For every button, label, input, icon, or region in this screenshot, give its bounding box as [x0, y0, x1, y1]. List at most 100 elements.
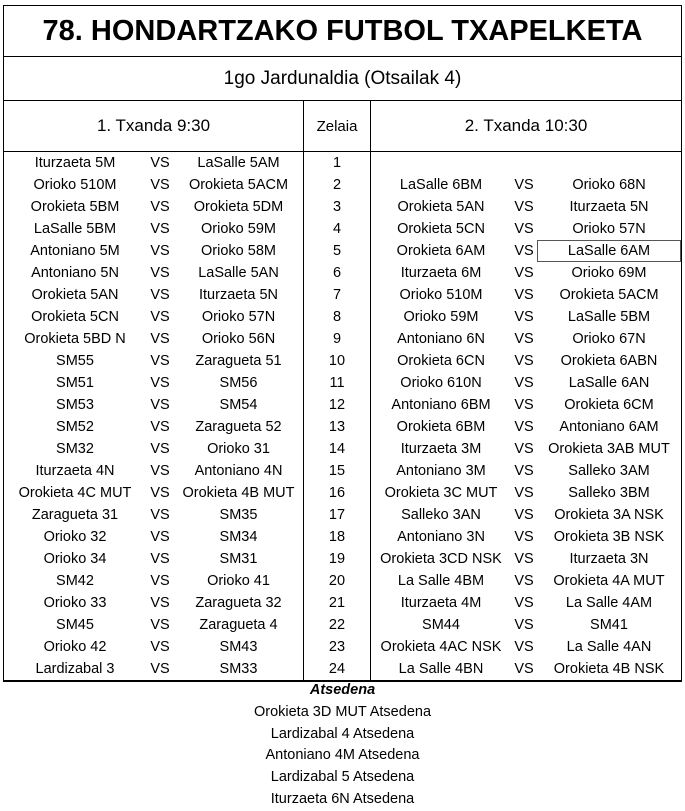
field-number[interactable]: 19: [303, 548, 371, 570]
home-team-2[interactable]: Orioko 610N: [400, 375, 482, 391]
away-team-1[interactable]: Orioko 57N: [201, 309, 276, 325]
vs-2[interactable]: VS: [514, 419, 534, 435]
away-team-2[interactable]: La Salle 4AN: [566, 639, 652, 655]
away-team-1[interactable]: Orokieta 4B MUT: [182, 485, 295, 501]
away-team-2[interactable]: Salleko 3AM: [568, 463, 650, 479]
home-team-1[interactable]: Antoniano 5N: [31, 265, 119, 281]
field-number[interactable]: 6: [303, 262, 371, 284]
vs-1[interactable]: VS: [150, 639, 170, 655]
home-team-2[interactable]: Orioko 510M: [399, 287, 483, 303]
vs-2[interactable]: VS: [514, 353, 534, 369]
vs-1[interactable]: VS: [150, 199, 170, 215]
away-team-1[interactable]: Antoniano 4N: [194, 463, 283, 479]
away-team-1[interactable]: SM34: [219, 529, 258, 545]
vs-1[interactable]: VS: [150, 507, 170, 523]
away-team-1[interactable]: Orioko 31: [207, 441, 270, 457]
home-team-2[interactable]: Orokieta 6BM: [396, 419, 486, 435]
home-team-1[interactable]: SM45: [56, 617, 94, 633]
home-team-1[interactable]: SM53: [56, 397, 94, 413]
vs-1[interactable]: VS: [150, 485, 170, 501]
vs-2[interactable]: VS: [514, 573, 534, 589]
away-team-2[interactable]: SM41: [590, 617, 628, 633]
vs-2[interactable]: VS: [514, 485, 534, 501]
home-team-1[interactable]: Orokieta 5AN: [31, 287, 119, 303]
vs-2[interactable]: VS: [514, 595, 534, 611]
home-team-2[interactable]: Orokieta 4AC NSK: [380, 639, 502, 655]
field-number[interactable]: 10: [303, 350, 371, 372]
vs-1[interactable]: VS: [150, 661, 170, 677]
home-team-2[interactable]: Iturzaeta 6M: [400, 265, 482, 281]
vs-1[interactable]: VS: [150, 331, 170, 347]
home-team-1[interactable]: Lardizabal 3: [35, 661, 115, 677]
field-number[interactable]: 21: [303, 592, 371, 614]
field-number[interactable]: 8: [303, 306, 371, 328]
away-team-1[interactable]: SM31: [219, 551, 258, 567]
home-team-1[interactable]: Orokieta 5CN: [31, 309, 119, 325]
home-team-2[interactable]: LaSalle 6BM: [399, 177, 483, 193]
vs-2[interactable]: VS: [514, 177, 534, 193]
vs-2[interactable]: VS: [514, 375, 534, 391]
vs-1[interactable]: VS: [150, 551, 170, 567]
home-team-1[interactable]: Iturzaeta 4N: [35, 463, 115, 479]
home-team-2[interactable]: Orokieta 5AN: [397, 199, 485, 215]
home-team-2[interactable]: SM44: [422, 617, 460, 633]
away-team-2[interactable]: Orokieta 3A NSK: [554, 507, 664, 523]
vs-2[interactable]: VS: [514, 639, 534, 655]
away-team-2[interactable]: Orokieta 6CM: [564, 397, 654, 413]
vs-2[interactable]: VS: [514, 661, 534, 677]
field-number[interactable]: 13: [303, 416, 371, 438]
away-team-1[interactable]: SM43: [219, 639, 258, 655]
field-number[interactable]: 16: [303, 482, 371, 504]
away-team-2[interactable]: Orokieta 4B NSK: [553, 661, 665, 677]
vs-2[interactable]: VS: [514, 243, 534, 259]
home-team-1[interactable]: Orokieta 5BD N: [24, 331, 126, 347]
vs-1[interactable]: VS: [150, 243, 170, 259]
vs-1[interactable]: VS: [150, 309, 170, 325]
home-team-1[interactable]: Orioko 33: [43, 595, 107, 611]
vs-1[interactable]: VS: [150, 265, 170, 281]
away-team-1[interactable]: Zaragueta 51: [195, 353, 282, 369]
home-team-2[interactable]: Iturzaeta 4M: [400, 595, 482, 611]
vs-1[interactable]: VS: [150, 221, 170, 237]
away-team-2[interactable]: Orokieta 6ABN: [560, 353, 658, 369]
away-team-2[interactable]: Salleko 3BM: [568, 485, 650, 501]
home-team-1[interactable]: Orioko 510M: [33, 177, 117, 193]
field-number[interactable]: 15: [303, 460, 371, 482]
vs-2[interactable]: VS: [514, 551, 534, 567]
away-team-1[interactable]: LaSalle 5AN: [198, 265, 279, 281]
away-team-2[interactable]: Iturzaeta 5N: [569, 199, 649, 215]
home-team-2[interactable]: Antoniano 6N: [397, 331, 485, 347]
away-team-2[interactable]: Orokieta 5ACM: [559, 287, 659, 303]
field-number[interactable]: 11: [303, 372, 371, 394]
home-team-2[interactable]: Orokieta 6CN: [397, 353, 485, 369]
vs-1[interactable]: VS: [150, 617, 170, 633]
vs-1[interactable]: VS: [150, 463, 170, 479]
field-number[interactable]: 23: [303, 636, 371, 658]
vs-1[interactable]: VS: [150, 397, 170, 413]
home-team-2[interactable]: Antoniano 3N: [397, 529, 485, 545]
vs-2[interactable]: VS: [514, 309, 534, 325]
field-number[interactable]: 22: [303, 614, 371, 636]
vs-1[interactable]: VS: [150, 573, 170, 589]
vs-2[interactable]: VS: [514, 507, 534, 523]
vs-2[interactable]: VS: [514, 287, 534, 303]
away-team-2[interactable]: [537, 152, 681, 174]
away-team-1[interactable]: Orioko 56N: [201, 331, 276, 347]
away-team-1[interactable]: SM54: [219, 397, 258, 413]
vs-2[interactable]: VS: [514, 617, 534, 633]
vs-2[interactable]: VS: [514, 331, 534, 347]
home-team-1[interactable]: LaSalle 5BM: [33, 221, 117, 237]
home-team-2[interactable]: Orokieta 3CD NSK: [380, 551, 502, 567]
home-team-1[interactable]: Orioko 42: [43, 639, 107, 655]
home-team-1[interactable]: Orokieta 4C MUT: [18, 485, 132, 501]
away-team-2[interactable]: Iturzaeta 3N: [569, 551, 649, 567]
field-number[interactable]: 18: [303, 526, 371, 548]
home-team-1[interactable]: Zaragueta 31: [31, 507, 119, 523]
home-team-1[interactable]: SM55: [56, 353, 94, 369]
field-number[interactable]: 12: [303, 394, 371, 416]
away-team-1[interactable]: SM56: [219, 375, 258, 391]
home-team-2[interactable]: Antoniano 3M: [396, 463, 486, 479]
away-team-1[interactable]: Orokieta 5ACM: [188, 177, 289, 193]
away-team-2[interactable]: Orioko 69M: [571, 265, 647, 281]
vs-2[interactable]: VS: [514, 221, 534, 237]
